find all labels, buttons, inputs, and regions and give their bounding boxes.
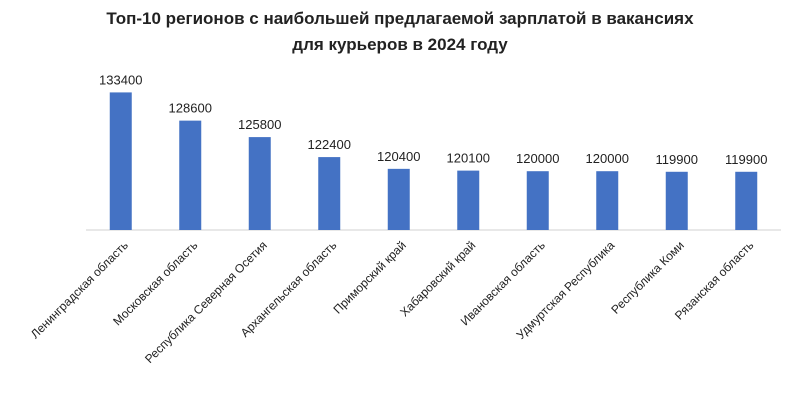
value-label: 125800 bbox=[238, 117, 281, 132]
bar bbox=[526, 171, 549, 230]
bar bbox=[665, 171, 688, 230]
value-label: 133400 bbox=[99, 72, 142, 87]
value-label: 128600 bbox=[169, 101, 212, 116]
bar bbox=[735, 171, 758, 230]
chart-title: для курьеров в 2024 году bbox=[292, 35, 508, 54]
bar bbox=[596, 171, 619, 230]
value-label: 120400 bbox=[377, 149, 420, 164]
bar bbox=[387, 168, 410, 230]
bar bbox=[457, 170, 480, 230]
value-label: 120100 bbox=[447, 151, 490, 166]
bar bbox=[248, 137, 271, 230]
value-label: 119900 bbox=[656, 152, 698, 167]
value-label: 120000 bbox=[586, 151, 629, 166]
value-label: 122400 bbox=[308, 137, 351, 152]
bar bbox=[109, 92, 132, 231]
value-label: 120000 bbox=[516, 151, 559, 166]
bar bbox=[318, 157, 341, 230]
value-label: 119900 bbox=[725, 152, 767, 167]
chart-title: Топ-10 регионов с наибольшей предлагаемо… bbox=[106, 9, 694, 28]
bar bbox=[179, 120, 202, 230]
